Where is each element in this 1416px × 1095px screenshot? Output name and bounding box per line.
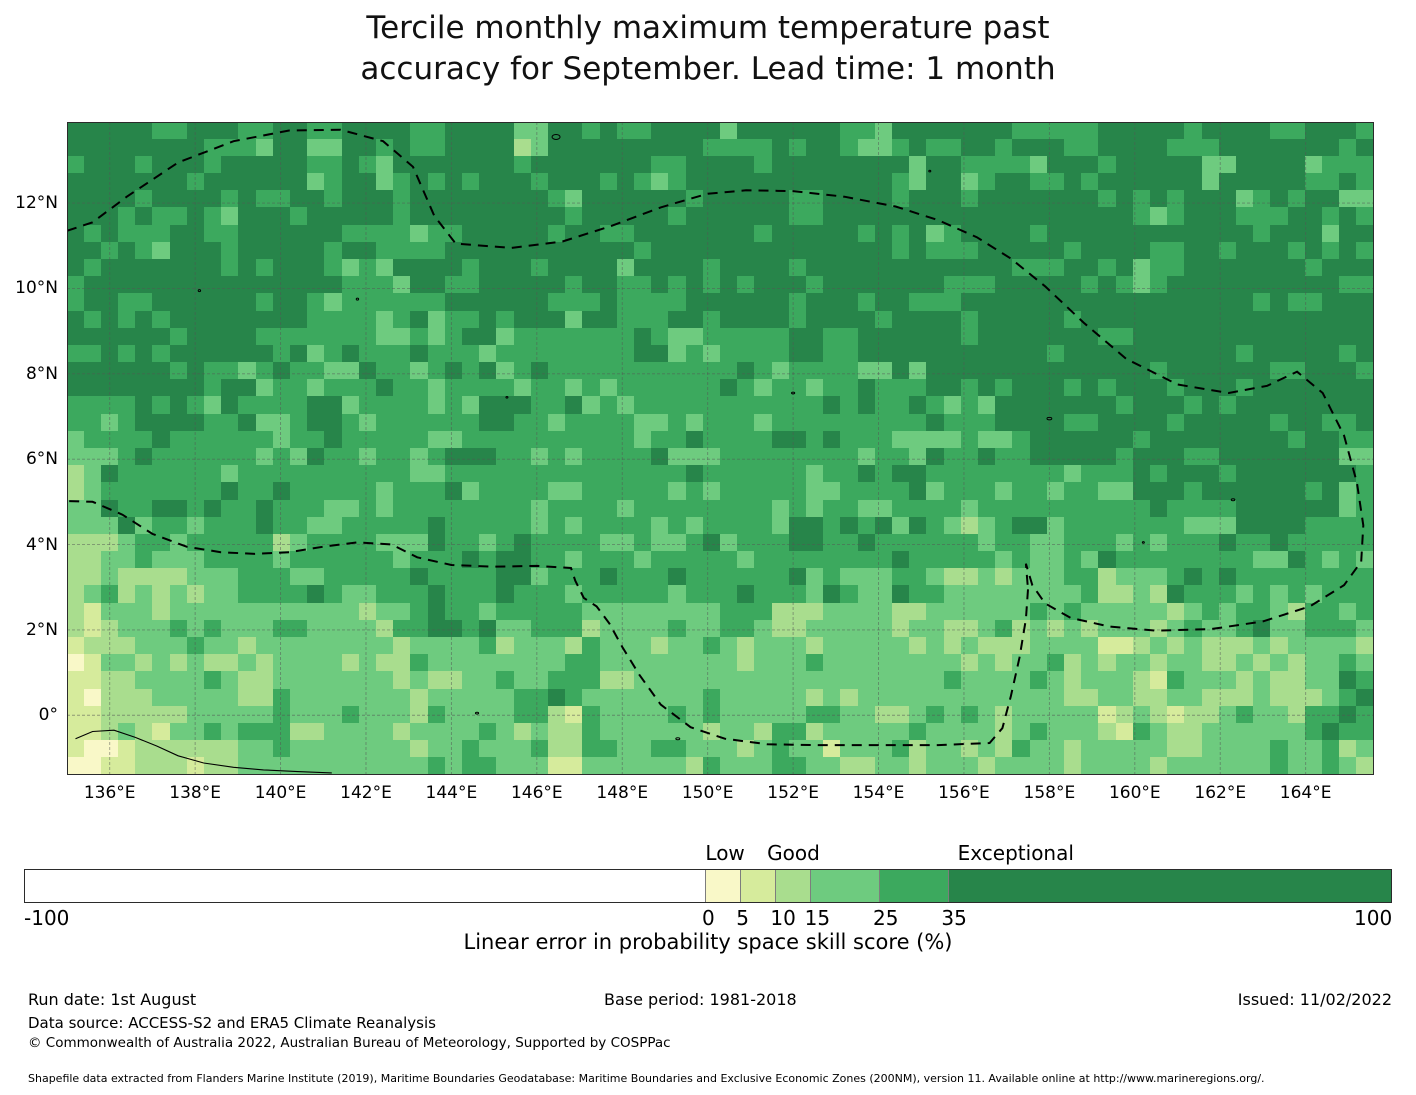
longitude-tick-label: 146°E bbox=[510, 783, 563, 803]
colorbar-tick-label: 35 bbox=[941, 906, 967, 930]
colorbar-tick-label: 100 bbox=[1354, 906, 1393, 930]
colorbar-category-label: Exceptional bbox=[957, 841, 1074, 865]
colorbar-segment bbox=[705, 870, 740, 902]
longitude-tick-label: 164°E bbox=[1279, 783, 1332, 803]
colorbar-segment bbox=[878, 870, 948, 902]
longitude-tick-label: 142°E bbox=[340, 783, 392, 803]
colorbar-axis-label: Linear error in probability space skill … bbox=[463, 930, 953, 954]
longitude-tick-label: 158°E bbox=[1023, 783, 1076, 803]
longitude-tick-label: 136°E bbox=[83, 783, 136, 803]
run-date-text: Run date: 1st August bbox=[28, 990, 197, 1009]
colorbar-segment bbox=[25, 870, 706, 902]
colorbar-tick-label: 0 bbox=[702, 906, 715, 930]
colorbar-category-label: Low bbox=[705, 841, 745, 865]
colorbar bbox=[24, 869, 1392, 903]
longitude-tick-label: 138°E bbox=[169, 783, 221, 803]
latitude-tick-label: 6°N bbox=[25, 449, 58, 470]
colorbar-segment bbox=[809, 870, 879, 902]
colorbar-tick-label: 15 bbox=[804, 906, 831, 930]
base-period-text: Base period: 1981-2018 bbox=[604, 990, 797, 1009]
longitude-tick-label: 154°E bbox=[852, 783, 905, 803]
map-figure bbox=[67, 122, 1374, 775]
data-source-text: Data source: ACCESS-S2 and ERA5 Climate … bbox=[28, 1014, 436, 1032]
colorbar-segment bbox=[947, 870, 1391, 902]
copyright-text: © Commonwealth of Australia 2022, Austra… bbox=[28, 1035, 671, 1051]
skill-score-heatmap bbox=[67, 122, 1374, 775]
shapefile-attribution-text: Shapefile data extracted from Flanders M… bbox=[28, 1072, 1265, 1085]
latitude-tick-label: 0° bbox=[38, 705, 58, 726]
longitude-tick-label: 140°E bbox=[254, 783, 307, 803]
colorbar-segment bbox=[740, 870, 775, 902]
colorbar-category-label: Good bbox=[767, 841, 820, 865]
longitude-tick-label: 150°E bbox=[681, 783, 734, 803]
colorbar-tick-label: 5 bbox=[736, 906, 749, 930]
colorbar-wrapper bbox=[24, 869, 1392, 903]
longitude-tick-label: 162°E bbox=[1194, 783, 1247, 803]
longitude-tick-label: 156°E bbox=[938, 783, 990, 803]
latitude-tick-label: 12°N bbox=[15, 193, 58, 214]
colorbar-tick-label: 25 bbox=[873, 906, 899, 930]
colorbar-tick-label: 10 bbox=[770, 906, 796, 930]
latitude-tick-label: 8°N bbox=[25, 363, 58, 384]
colorbar-segment bbox=[774, 870, 810, 902]
longitude-tick-label: 148°E bbox=[596, 783, 649, 803]
longitude-tick-label: 152°E bbox=[767, 783, 819, 803]
latitude-tick-label: 4°N bbox=[25, 534, 58, 555]
longitude-tick-label: 144°E bbox=[425, 783, 478, 803]
latitude-tick-label: 2°N bbox=[25, 619, 58, 640]
colorbar-tick-label: -100 bbox=[24, 906, 70, 930]
longitude-tick-label: 160°E bbox=[1108, 783, 1161, 803]
issued-date-text: Issued: 11/02/2022 bbox=[1237, 990, 1392, 1009]
latitude-tick-label: 10°N bbox=[15, 278, 58, 299]
page-title: Tercile monthly maximum temperature past… bbox=[360, 10, 1056, 87]
